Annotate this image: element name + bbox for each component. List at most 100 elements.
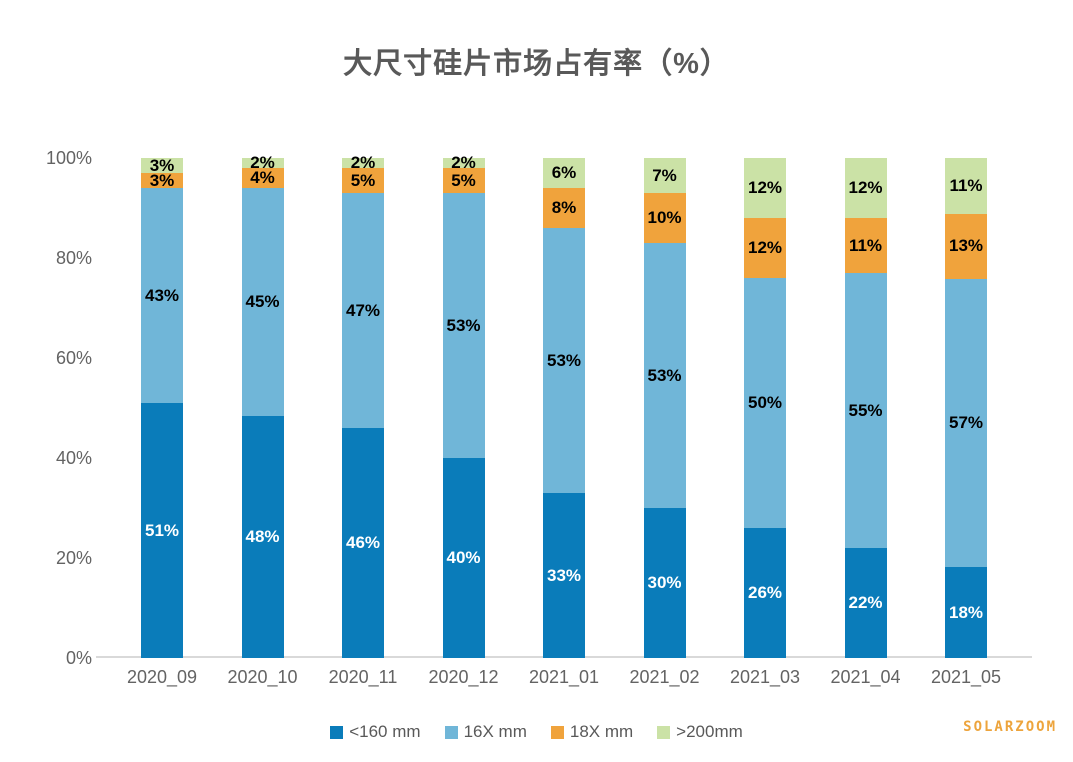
legend-swatch-icon xyxy=(444,725,458,739)
bar-data-label: 11% xyxy=(848,235,883,255)
bar-segment xyxy=(844,548,887,658)
y-tick-label: 60% xyxy=(55,348,92,368)
watermark-solarzoom: SOLARZOOM xyxy=(963,719,1057,735)
bar-data-label: 53% xyxy=(446,315,481,335)
chart-title: 大尺寸硅片市场占有率（%） xyxy=(343,48,730,80)
legend-item: 18X mm xyxy=(550,722,634,742)
legend-swatch-icon xyxy=(330,725,344,739)
bar-data-label: 53% xyxy=(647,365,682,385)
bar-segment xyxy=(141,403,183,658)
legend-item: <160 mm xyxy=(330,722,421,742)
bar-segment xyxy=(844,218,887,273)
bar-segment xyxy=(241,158,284,169)
bar-data-label: 51% xyxy=(144,520,180,540)
bar-segment xyxy=(342,158,384,168)
legend-item: 16X mm xyxy=(444,722,527,742)
bar-segment xyxy=(844,273,887,548)
bar-segment xyxy=(342,193,384,428)
bar-segment xyxy=(945,158,987,214)
bar-data-label: 2% xyxy=(350,153,376,172)
y-tick-label: 80% xyxy=(55,248,92,268)
bar-data-label: 53% xyxy=(546,350,582,370)
bar-data-label: 26% xyxy=(747,583,783,602)
bar-segment xyxy=(442,168,485,193)
legend-swatch-icon xyxy=(550,725,564,739)
bar-data-label: 2% xyxy=(250,153,275,173)
x-tick-label: 2021_01 xyxy=(528,667,600,687)
bar-segment xyxy=(543,228,585,493)
bar-data-label: 12% xyxy=(747,178,783,197)
bar-data-label: 12% xyxy=(747,238,783,257)
legend-item: >200mm xyxy=(657,722,743,742)
legend-label: >200mm xyxy=(676,722,743,741)
bar-segment xyxy=(141,158,183,173)
bar-data-label: 3% xyxy=(149,155,175,175)
bar-segment xyxy=(442,458,485,658)
bar-segment xyxy=(342,168,384,193)
bar-data-label: 5% xyxy=(350,170,376,190)
bar-data-label: 3% xyxy=(149,170,175,190)
y-tick-label: 40% xyxy=(55,448,92,468)
bar-segment xyxy=(241,415,284,658)
bar-data-label: 10% xyxy=(647,208,682,227)
bar-segment xyxy=(945,279,987,568)
x-tick-label: 2020_12 xyxy=(428,667,499,687)
bar-data-label: 12% xyxy=(848,178,883,197)
x-tick-label: 2021_05 xyxy=(930,667,1002,687)
bar-data-label: 57% xyxy=(948,413,984,433)
bar-segment xyxy=(643,243,686,508)
legend-label: <160 mm xyxy=(349,722,421,741)
bar-data-label: 47% xyxy=(345,300,381,320)
bar-data-label: 48% xyxy=(245,526,280,546)
bar-segment xyxy=(141,188,183,403)
legend-swatch-icon xyxy=(657,725,671,739)
bar-segment xyxy=(744,278,786,528)
y-tick-label: 20% xyxy=(55,548,92,568)
bar-data-label: 5% xyxy=(451,170,476,190)
bar-segment xyxy=(744,158,786,218)
bar-data-label: 50% xyxy=(747,393,783,412)
bar-data-label: 46% xyxy=(345,533,381,552)
bar-segment xyxy=(342,428,384,658)
bar-segment xyxy=(543,493,585,658)
bar-data-label: 43% xyxy=(144,285,180,305)
x-tick-label: 2020_10 xyxy=(227,667,298,687)
bar-data-label: 55% xyxy=(848,400,883,420)
bar-data-label: 8% xyxy=(551,198,577,217)
y-tick-label: 100% xyxy=(45,148,92,168)
bar-data-label: 6% xyxy=(551,163,577,182)
x-tick-label: 2021_02 xyxy=(629,667,700,687)
bar-data-label: 22% xyxy=(848,593,883,612)
bar-data-label: 4% xyxy=(250,168,275,188)
bar-segment xyxy=(241,188,284,416)
bar-data-label: 30% xyxy=(647,573,682,592)
bar-segment xyxy=(543,188,585,228)
x-tick-label: 2021_03 xyxy=(729,667,801,687)
bar-segment xyxy=(442,193,485,458)
bar-data-label: 40% xyxy=(446,548,481,567)
bar-data-label: 2% xyxy=(451,153,476,172)
x-tick-label: 2020_11 xyxy=(328,667,398,687)
x-tick-label: 2020_09 xyxy=(126,667,198,687)
bar-segment xyxy=(744,528,786,658)
bar-segment xyxy=(643,158,686,193)
bar-segment xyxy=(643,193,686,243)
bar-segment xyxy=(744,218,786,278)
bar-segment xyxy=(543,158,585,188)
bar-segment xyxy=(442,158,485,168)
x-tick-label: 2021_04 xyxy=(830,667,901,687)
bar-data-label: 11% xyxy=(949,175,983,195)
bar-segment xyxy=(945,213,987,280)
bar-segment xyxy=(241,168,284,189)
legend-label: 18X mm xyxy=(569,722,634,741)
bar-data-label: 18% xyxy=(948,602,984,622)
legend: <160 mm 16X mm 18X mm >200mm xyxy=(0,722,1073,742)
bar-segment xyxy=(141,173,183,188)
bar-data-label: 7% xyxy=(652,165,677,185)
bar-segment xyxy=(844,158,887,218)
bar-data-label: 13% xyxy=(948,236,984,256)
bar-data-label: 45% xyxy=(245,291,280,311)
legend-label: 16X mm xyxy=(463,722,527,741)
bar-segment xyxy=(643,508,686,658)
